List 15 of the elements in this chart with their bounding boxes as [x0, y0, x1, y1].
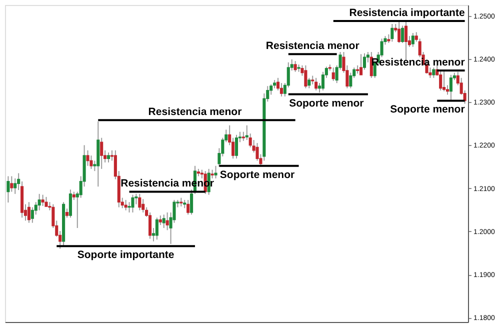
series-label: Soporte importante	[77, 249, 174, 262]
series-label: Resistencia menor	[148, 106, 242, 118]
candlestick	[360, 54, 363, 76]
candlestick	[27, 202, 30, 224]
series-label: Soporte menor	[390, 104, 465, 116]
candlestick	[96, 120, 100, 188]
candlestick	[6, 176, 10, 204]
candlestick	[17, 172, 20, 191]
series-label: Resistencia menor	[266, 40, 360, 52]
series-label: Soporte menor	[220, 168, 295, 181]
series-label: Soporte menor	[289, 97, 364, 110]
candlestick	[128, 202, 131, 213]
candlestick	[100, 137, 104, 170]
series-label: Resistencia importante	[349, 6, 465, 19]
candlestick	[38, 193, 41, 211]
